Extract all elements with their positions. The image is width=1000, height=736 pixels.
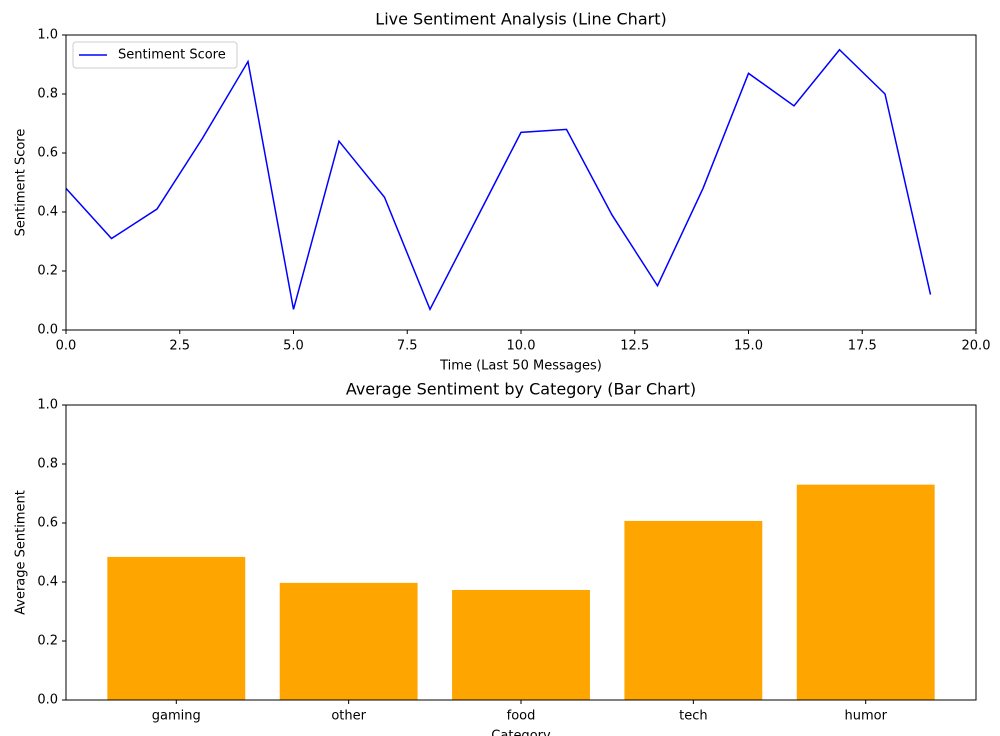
x-tick-label: 2.5 (169, 339, 190, 354)
x-axis-label: Category (491, 729, 551, 736)
x-tick-label: other (331, 709, 366, 724)
x-tick-label: gaming (152, 709, 201, 724)
x-tick-label: humor (844, 709, 887, 724)
legend-box (72, 41, 238, 69)
x-tick-label: 10.0 (507, 339, 536, 354)
x-tick-label: 7.5 (397, 339, 418, 354)
x-tick-label: food (507, 709, 536, 724)
y-axis-label: Sentiment Score (14, 129, 29, 237)
bar (796, 484, 935, 700)
series-line (66, 48, 932, 312)
x-axis-label: Time (Last 50 Messages) (439, 359, 602, 374)
x-tick-label: 15.0 (734, 339, 763, 354)
bar (279, 582, 418, 700)
bar (624, 520, 763, 700)
y-tick-label: 1.0 (37, 28, 58, 43)
y-tick-label: 0.4 (37, 575, 58, 590)
x-tick-label: tech (679, 709, 707, 724)
bar (452, 589, 590, 700)
axes-frame (65, 34, 977, 331)
y-axis-label: Average Sentiment (14, 490, 29, 615)
y-tick-label: 0.2 (37, 634, 58, 649)
axes-frame (65, 404, 977, 701)
x-tick-label: 5.0 (283, 339, 304, 354)
x-tick-label: 0.0 (56, 339, 77, 354)
chart-title: Live Sentiment Analysis (Line Chart) (375, 10, 666, 29)
y-tick-label: 0.0 (37, 693, 58, 708)
x-tick-label: 12.5 (620, 339, 649, 354)
bar (107, 556, 246, 700)
y-tick-label: 1.0 (37, 398, 58, 413)
y-tick-label: 0.8 (37, 457, 58, 472)
y-tick-label: 0.4 (37, 205, 58, 220)
chart-title: Average Sentiment by Category (Bar Chart… (346, 380, 696, 399)
x-tick-label: 20.0 (962, 339, 991, 354)
y-tick-label: 0.8 (37, 87, 58, 102)
y-tick-label: 0.2 (37, 264, 58, 279)
y-tick-label: 0.0 (37, 323, 58, 338)
legend-label: Sentiment Score (118, 48, 226, 63)
y-tick-label: 0.6 (37, 146, 58, 161)
y-tick-label: 0.6 (37, 516, 58, 531)
x-tick-label: 17.5 (848, 339, 877, 354)
